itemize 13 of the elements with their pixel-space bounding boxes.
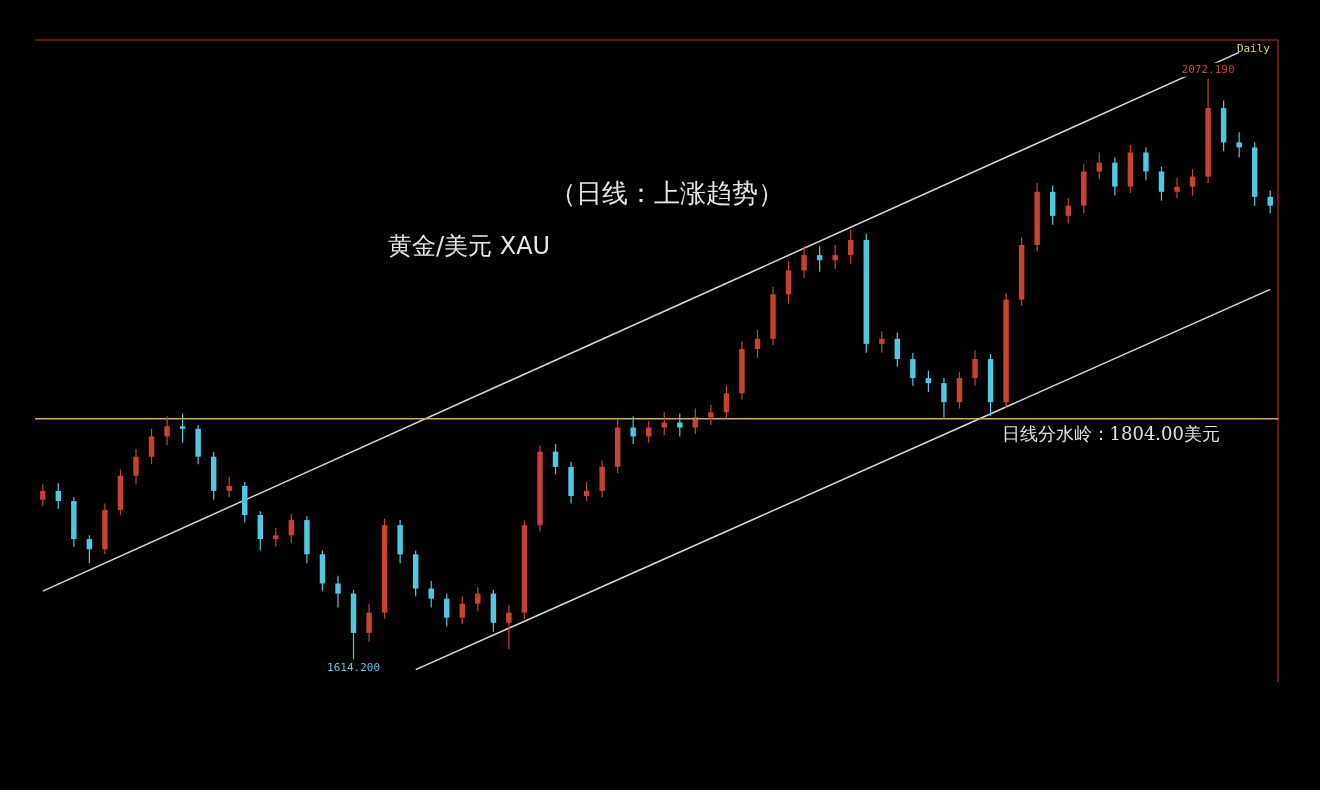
annotation: 2072.190 <box>1181 63 1235 77</box>
candlestick <box>428 580 434 609</box>
text: Daily <box>1236 42 1271 56</box>
text: 黄金/美元 XAU <box>388 231 551 262</box>
candlestick <box>1034 182 1040 252</box>
candlestick <box>475 586 481 612</box>
text: （日线：上涨趋势） <box>550 177 784 210</box>
candlestick <box>677 413 683 438</box>
candlestick <box>71 496 77 548</box>
annotation: 1614.200 <box>327 660 381 674</box>
candlestick <box>273 527 279 548</box>
ref-line-label: 日线分水岭：1804.00美元 <box>1001 423 1220 445</box>
candlestick <box>1081 163 1087 214</box>
